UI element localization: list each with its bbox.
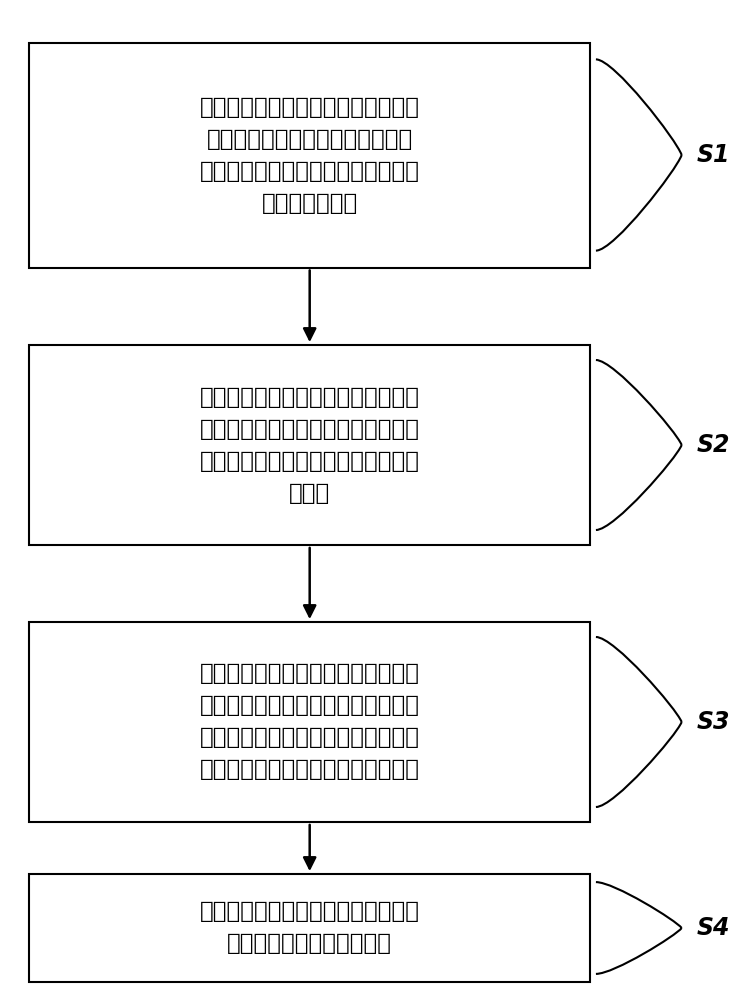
Text: 各个线路盘接收时钟盘下发的时钟通
道类型编码号，上报本盘申请使用的
时钟通道类型编码号及本盘槽位号至
时钟盘: 各个线路盘接收时钟盘下发的时钟通 道类型编码号，上报本盘申请使用的 时钟通道类型… bbox=[199, 385, 420, 504]
Text: 时钟盘根据各个线路盘上报的槽位号
及申请使用的时钟通道类型编码号，
为各线路盘分别分配与其申请通道对
应的唯一的子编码号并下发至线路盘: 时钟盘根据各个线路盘上报的槽位号 及申请使用的时钟通道类型编码号， 为各线路盘分… bbox=[199, 662, 420, 782]
FancyBboxPatch shape bbox=[29, 622, 590, 822]
FancyBboxPatch shape bbox=[29, 874, 590, 982]
Text: S2: S2 bbox=[696, 433, 730, 457]
Text: 线路盘根据时钟盘下发的子编码号挂
载时钟盘中对应的时钟通道: 线路盘根据时钟盘下发的子编码号挂 载时钟盘中对应的时钟通道 bbox=[199, 900, 420, 956]
FancyBboxPatch shape bbox=[29, 43, 590, 268]
Text: S4: S4 bbox=[696, 916, 730, 940]
Text: S3: S3 bbox=[696, 710, 730, 734]
Text: S1: S1 bbox=[696, 143, 730, 167]
FancyBboxPatch shape bbox=[29, 345, 590, 545]
Text: 时钟盘获取通信系统所支持的所有时
钟通道类型，对所有时钟通道类型
进行编码并将时钟通道类型编码号广
播到各个线路盘: 时钟盘获取通信系统所支持的所有时 钟通道类型，对所有时钟通道类型 进行编码并将时… bbox=[199, 96, 420, 215]
